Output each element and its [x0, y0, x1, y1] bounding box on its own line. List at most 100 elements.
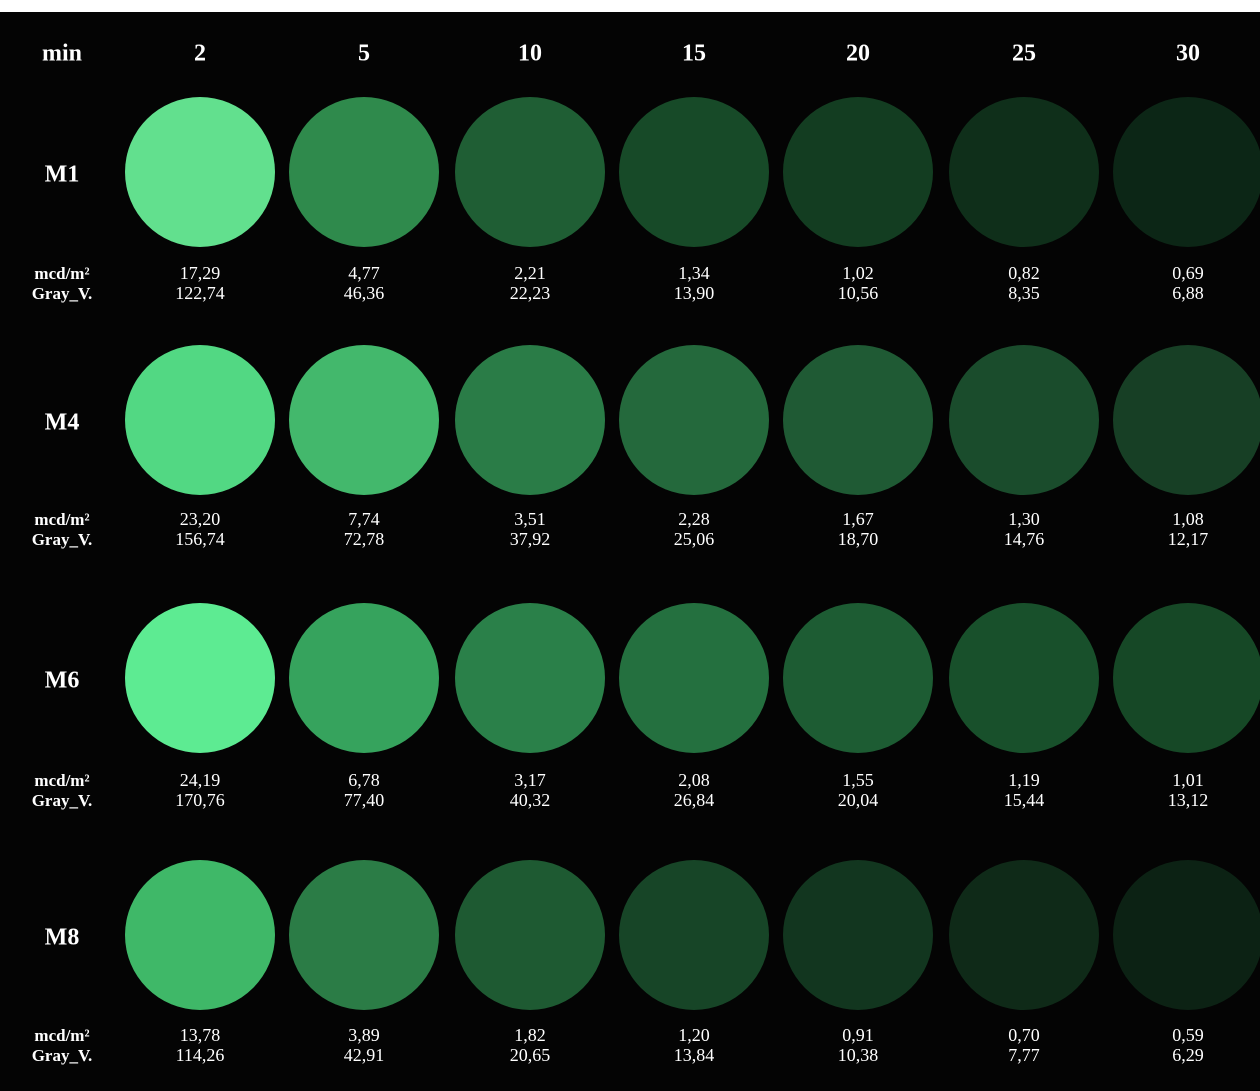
luminance-value: 0,69 — [1172, 263, 1204, 283]
luminance-value: 1,82 — [514, 1025, 546, 1045]
sample-disc — [949, 603, 1099, 753]
gray-value: 22,23 — [510, 283, 551, 303]
sample-disc — [455, 345, 605, 495]
sample-disc — [783, 345, 933, 495]
luminance-value: 4,77 — [348, 263, 380, 283]
gray-value: 114,26 — [176, 1045, 225, 1065]
sample-disc — [289, 860, 439, 1010]
luminance-value: 0,59 — [1172, 1025, 1204, 1045]
row-label: M8 — [45, 925, 80, 951]
gray-value: 46,36 — [344, 283, 385, 303]
gray-value: 20,04 — [838, 790, 879, 810]
gray-value: 20,65 — [510, 1045, 551, 1065]
gray-value: 10,38 — [838, 1045, 879, 1065]
luminance-value: 3,51 — [514, 509, 546, 529]
column-header: 30 — [1176, 41, 1200, 67]
gray-value: 13,90 — [674, 283, 715, 303]
sample-disc — [619, 97, 769, 247]
sample-disc — [619, 603, 769, 753]
luminance-value: 13,78 — [180, 1025, 221, 1045]
row-label: M6 — [45, 668, 80, 694]
gray-value: 12,17 — [1168, 529, 1209, 549]
sample-disc — [949, 860, 1099, 1010]
luminance-value: 1,08 — [1172, 509, 1204, 529]
luminance-value: 0,70 — [1008, 1025, 1040, 1045]
measure-label: Gray_V. — [32, 530, 93, 549]
gray-value: 170,76 — [175, 790, 225, 810]
luminance-value: 3,17 — [514, 770, 546, 790]
gray-value: 8,35 — [1008, 283, 1040, 303]
header-label: min — [42, 41, 82, 67]
luminance-value: 2,08 — [678, 770, 710, 790]
gray-value: 10,56 — [838, 283, 879, 303]
gray-value: 14,76 — [1004, 529, 1045, 549]
gray-value: 18,70 — [838, 529, 879, 549]
measure-label: mcd/m² — [34, 771, 89, 790]
luminance-value: 0,82 — [1008, 263, 1040, 283]
sample-disc — [455, 860, 605, 1010]
luminance-value: 23,20 — [180, 509, 221, 529]
measure-label: mcd/m² — [34, 1026, 89, 1045]
luminance-value: 6,78 — [348, 770, 380, 790]
gray-value: 26,84 — [674, 790, 715, 810]
sample-disc — [1113, 97, 1260, 247]
sample-disc — [1113, 860, 1260, 1010]
luminance-value: 1,19 — [1008, 770, 1040, 790]
sample-disc — [455, 603, 605, 753]
sample-disc — [125, 860, 275, 1010]
sample-disc — [125, 603, 275, 753]
row-label: M1 — [45, 162, 80, 188]
gray-value: 156,74 — [175, 529, 225, 549]
luminance-value: 1,34 — [678, 263, 710, 283]
gray-value: 25,06 — [674, 529, 715, 549]
sample-disc — [619, 860, 769, 1010]
gray-value: 72,78 — [344, 529, 385, 549]
gray-value: 6,29 — [1172, 1045, 1204, 1065]
sample-disc — [1113, 603, 1260, 753]
gray-value: 42,91 — [344, 1045, 385, 1065]
sample-disc — [949, 345, 1099, 495]
luminance-value: 1,20 — [678, 1025, 710, 1045]
sample-disc — [783, 97, 933, 247]
sample-disc — [619, 345, 769, 495]
column-header: 15 — [682, 41, 706, 67]
luminance-value: 3,89 — [348, 1025, 380, 1045]
sample-disc — [783, 603, 933, 753]
measure-label: mcd/m² — [34, 264, 89, 283]
sample-disc — [125, 97, 275, 247]
luminance-value: 17,29 — [180, 263, 221, 283]
luminance-value: 2,21 — [514, 263, 546, 283]
gray-value: 13,84 — [674, 1045, 715, 1065]
column-header: 5 — [358, 41, 370, 67]
gray-value: 6,88 — [1172, 283, 1204, 303]
sample-disc — [289, 97, 439, 247]
column-header: 2 — [194, 41, 206, 67]
row-label: M4 — [45, 410, 80, 436]
sample-disc — [455, 97, 605, 247]
gray-value: 13,12 — [1168, 790, 1209, 810]
measure-label: Gray_V. — [32, 1046, 93, 1065]
gray-value: 15,44 — [1004, 790, 1045, 810]
luminance-value: 1,30 — [1008, 509, 1040, 529]
column-header: 20 — [846, 41, 870, 67]
column-header: 25 — [1012, 41, 1036, 67]
luminance-value: 1,67 — [842, 509, 874, 529]
sample-disc — [783, 860, 933, 1010]
gray-value: 40,32 — [510, 790, 551, 810]
measure-label: Gray_V. — [32, 284, 93, 303]
luminance-value: 7,74 — [348, 509, 380, 529]
measure-label: mcd/m² — [34, 510, 89, 529]
luminance-value: 24,19 — [180, 770, 221, 790]
sample-disc — [289, 603, 439, 753]
measure-label: Gray_V. — [32, 791, 93, 810]
gray-value: 7,77 — [1008, 1045, 1040, 1065]
luminance-value: 2,28 — [678, 509, 710, 529]
gray-value: 37,92 — [510, 529, 551, 549]
gray-value: 122,74 — [175, 283, 225, 303]
luminance-value: 0,91 — [842, 1025, 874, 1045]
sample-disc — [949, 97, 1099, 247]
column-header: 10 — [518, 41, 542, 67]
luminance-value: 1,55 — [842, 770, 874, 790]
luminance-value: 1,01 — [1172, 770, 1204, 790]
